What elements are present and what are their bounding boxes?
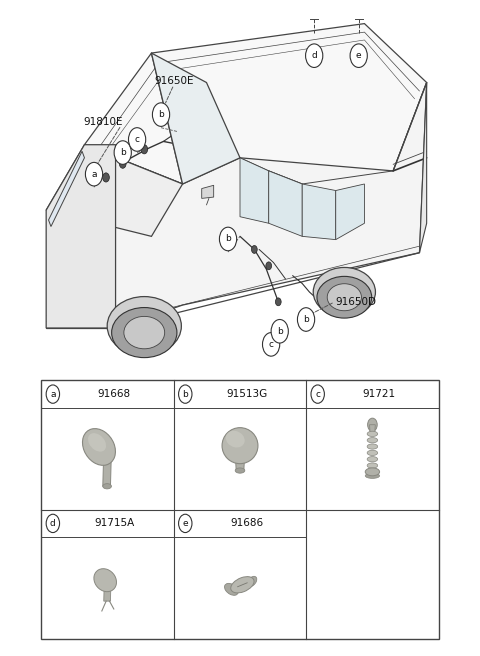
- Text: d: d: [50, 519, 56, 528]
- Ellipse shape: [107, 297, 181, 356]
- Text: c: c: [134, 135, 140, 144]
- Polygon shape: [46, 145, 182, 236]
- Ellipse shape: [367, 444, 378, 449]
- Text: 91810D: 91810D: [213, 421, 254, 431]
- Ellipse shape: [367, 431, 378, 436]
- Ellipse shape: [231, 577, 254, 593]
- Circle shape: [263, 333, 280, 356]
- Circle shape: [179, 514, 192, 533]
- Text: 91810E: 91810E: [83, 117, 123, 127]
- Ellipse shape: [112, 308, 177, 358]
- Polygon shape: [420, 83, 427, 253]
- Text: 91668: 91668: [97, 389, 131, 399]
- Circle shape: [252, 245, 257, 253]
- Circle shape: [153, 103, 169, 127]
- Polygon shape: [84, 83, 427, 328]
- Ellipse shape: [365, 473, 380, 478]
- Ellipse shape: [94, 569, 117, 592]
- FancyBboxPatch shape: [41, 380, 439, 639]
- Text: b: b: [277, 327, 283, 336]
- Polygon shape: [336, 184, 364, 239]
- Ellipse shape: [367, 463, 378, 468]
- Ellipse shape: [367, 450, 378, 455]
- Ellipse shape: [313, 268, 375, 317]
- Ellipse shape: [222, 428, 258, 464]
- Text: a: a: [91, 170, 97, 178]
- Polygon shape: [370, 424, 375, 432]
- Text: b: b: [158, 110, 164, 119]
- Circle shape: [85, 163, 103, 186]
- Ellipse shape: [367, 457, 378, 462]
- Circle shape: [129, 128, 146, 152]
- Text: b: b: [303, 315, 309, 324]
- Ellipse shape: [103, 483, 111, 489]
- Text: 91650E: 91650E: [154, 75, 194, 85]
- Polygon shape: [46, 145, 116, 328]
- Ellipse shape: [327, 284, 361, 311]
- Text: b: b: [225, 234, 231, 243]
- Text: a: a: [231, 403, 237, 413]
- Circle shape: [219, 227, 237, 251]
- Polygon shape: [235, 452, 245, 470]
- Circle shape: [350, 44, 367, 68]
- Text: e: e: [356, 51, 361, 60]
- Circle shape: [306, 44, 323, 68]
- Ellipse shape: [225, 583, 238, 595]
- Ellipse shape: [124, 316, 165, 349]
- Circle shape: [179, 385, 192, 403]
- Text: c: c: [315, 390, 320, 399]
- Circle shape: [298, 308, 315, 331]
- Text: e: e: [182, 519, 188, 528]
- Text: a: a: [50, 390, 56, 399]
- Circle shape: [271, 319, 288, 343]
- Text: 91721: 91721: [362, 389, 396, 399]
- Circle shape: [368, 418, 377, 431]
- Text: b: b: [182, 390, 188, 399]
- Text: c: c: [269, 340, 274, 349]
- Circle shape: [276, 298, 281, 306]
- Circle shape: [141, 145, 148, 154]
- Ellipse shape: [317, 276, 372, 318]
- Ellipse shape: [235, 468, 245, 473]
- Ellipse shape: [226, 431, 245, 447]
- Polygon shape: [269, 171, 302, 236]
- Text: 91715A: 91715A: [94, 518, 134, 528]
- Circle shape: [114, 141, 132, 165]
- Ellipse shape: [83, 428, 116, 465]
- Text: d: d: [312, 51, 317, 60]
- Ellipse shape: [88, 433, 106, 451]
- Polygon shape: [104, 583, 111, 601]
- Polygon shape: [240, 158, 269, 223]
- Ellipse shape: [367, 438, 378, 443]
- Polygon shape: [202, 185, 214, 198]
- Text: b: b: [120, 148, 126, 157]
- Circle shape: [311, 385, 324, 403]
- Circle shape: [103, 173, 109, 182]
- Polygon shape: [84, 24, 427, 184]
- Ellipse shape: [365, 468, 380, 476]
- Polygon shape: [302, 184, 336, 239]
- Text: 91686: 91686: [230, 518, 263, 528]
- Circle shape: [120, 159, 126, 169]
- Polygon shape: [152, 53, 240, 184]
- Circle shape: [225, 396, 242, 420]
- Text: 91513G: 91513G: [226, 389, 267, 399]
- Polygon shape: [48, 152, 84, 226]
- Text: 91650D: 91650D: [336, 297, 377, 307]
- Circle shape: [46, 514, 60, 533]
- Circle shape: [46, 385, 60, 403]
- Circle shape: [266, 262, 272, 270]
- Ellipse shape: [247, 577, 257, 586]
- Ellipse shape: [367, 469, 378, 474]
- Polygon shape: [103, 451, 111, 486]
